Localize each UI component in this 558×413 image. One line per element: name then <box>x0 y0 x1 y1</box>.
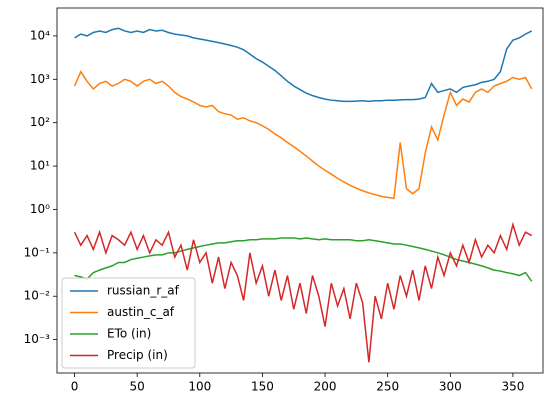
series-line <box>74 27 533 103</box>
series-line <box>73 221 533 363</box>
x-tick-label: 150 <box>251 380 274 394</box>
y-tick-label: 10⁻¹ <box>24 245 51 259</box>
legend-label: ETo (in) <box>107 327 151 341</box>
x-tick-label: 200 <box>314 380 337 394</box>
y-tick-label: 10⁰ <box>30 202 50 216</box>
y-tick-label: 10² <box>30 115 50 129</box>
x-tick-label: 300 <box>439 380 462 394</box>
legend-label: austin_c_af <box>107 305 175 319</box>
x-tick-label: 0 <box>71 380 79 394</box>
series-line <box>74 237 533 282</box>
series-line <box>73 70 533 200</box>
y-tick-label: 10⁴ <box>30 28 50 42</box>
y-tick-label: 10³ <box>30 72 50 86</box>
y-tick-label: 10⁻³ <box>24 332 51 346</box>
x-tick-label: 50 <box>130 380 145 394</box>
plot-frame <box>56 7 544 374</box>
legend-box <box>61 277 196 369</box>
x-tick-label: 100 <box>188 380 211 394</box>
y-tick-label: 10¹ <box>30 159 50 173</box>
legend-label: russian_r_af <box>107 284 180 298</box>
legend-label: Precip (in) <box>107 348 168 362</box>
x-tick-label: 350 <box>501 380 524 394</box>
x-tick-label: 250 <box>376 380 399 394</box>
y-tick-label: 10⁻² <box>24 289 51 303</box>
